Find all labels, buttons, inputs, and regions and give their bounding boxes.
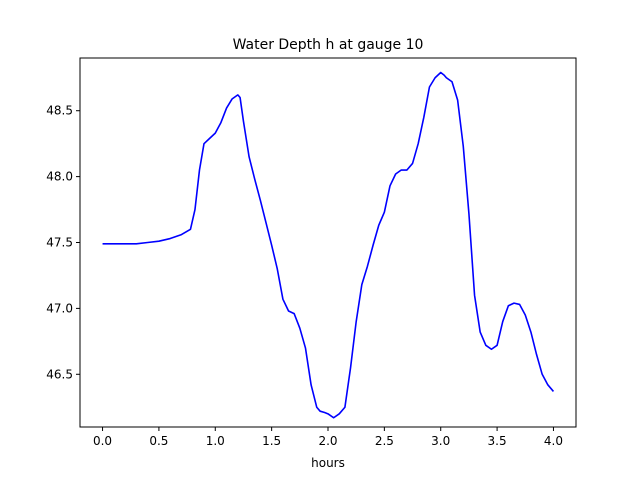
x-tick-label: 3.5 <box>488 434 507 448</box>
plot-area <box>102 71 555 419</box>
x-tick-label: 3.0 <box>431 434 450 448</box>
axes: 0.0 0.5 1.0 1.5 2.0 2.5 3.0 3.5 4.0 46.5 47.0 47.5 4… <box>46 57 577 448</box>
chart-title: Water Depth h at gauge 10 <box>233 37 424 53</box>
x-tick-label: 2.0 <box>318 434 337 448</box>
y-tick-label: 47.5 <box>46 236 73 250</box>
y-tick-label: 46.5 <box>46 367 73 381</box>
x-tick-label: 0.0 <box>93 434 112 448</box>
y-tick-label: 48.0 <box>46 170 73 184</box>
x-tick-label: 1.0 <box>206 434 225 448</box>
y-tick-label: 48.5 <box>46 104 73 118</box>
series-line-0 <box>102 71 555 419</box>
x-tick-label: 4.0 <box>544 434 563 448</box>
x-tick-label: 0.5 <box>149 434 168 448</box>
y-tick-label: 47.0 <box>46 301 73 315</box>
x-axis-label: hours <box>311 456 345 470</box>
x-tick-label: 2.5 <box>375 434 394 448</box>
x-tick-label: 1.5 <box>262 434 281 448</box>
